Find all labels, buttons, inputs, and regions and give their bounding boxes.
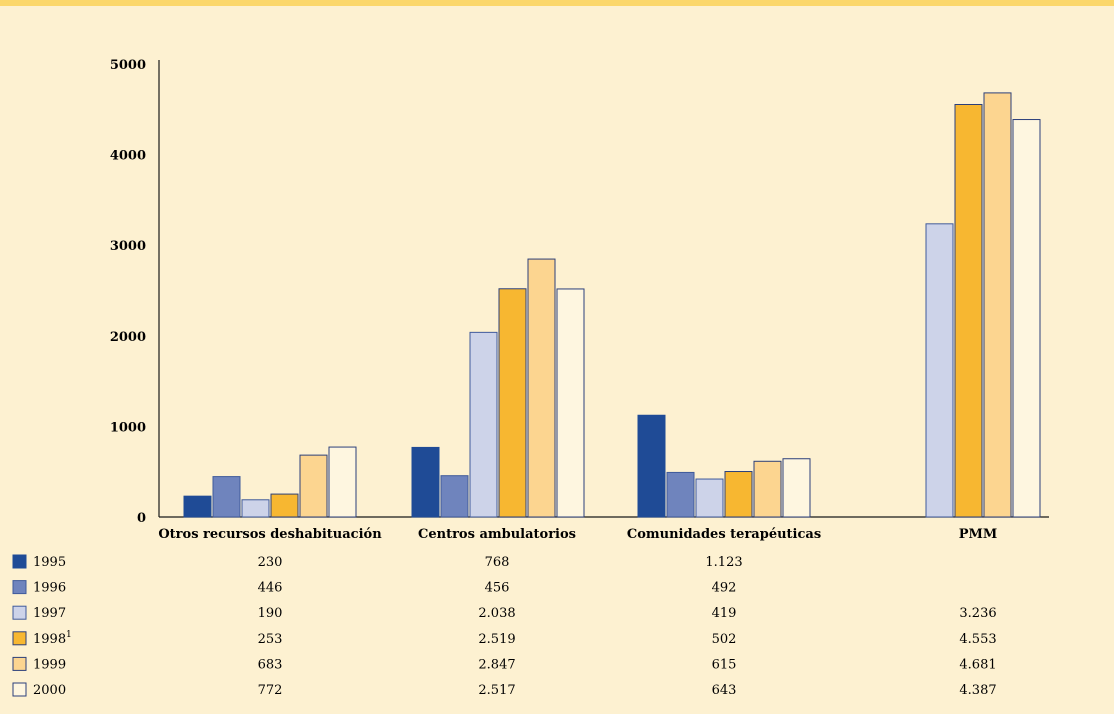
table-cell: 2.038 [478,606,515,621]
category-label: Otros recursos deshabituación [158,527,382,542]
legend-swatch-1998 [12,631,27,646]
legend-swatch-1995 [12,554,27,569]
table-cell: 419 [712,606,737,621]
category-label: PMM [959,527,998,542]
table-cell: 4.387 [959,683,996,698]
bar-1999-0 [299,454,328,518]
table-cell: 456 [485,581,510,596]
bar-1995-0 [183,495,212,518]
bar-1999-2 [753,460,782,518]
bar-2000-0 [328,446,357,518]
category-label: Comunidades terapéuticas [627,527,821,542]
table-cell: 190 [258,606,283,621]
table-cell: 2.519 [478,632,515,647]
y-tick-label: 5000 [110,58,146,73]
legend-label: 1998 [33,632,66,647]
legend-label: 1997 [33,606,66,621]
table-cell: 2.517 [478,683,515,698]
bar-1999-1 [527,258,556,518]
bar-2000-2 [782,458,811,518]
bar-1996-0 [212,476,241,518]
y-tick-label: 4000 [110,149,146,164]
y-tick-label: 1000 [110,420,146,435]
table-cell: 230 [258,555,283,570]
table-cell: 615 [712,657,737,672]
bar-1998-0 [270,493,299,518]
table-cell: 768 [485,555,510,570]
table-cell: 772 [258,683,283,698]
table-cell: 4.681 [959,657,996,672]
legend-label: 2000 [33,683,66,698]
bar-1998-1 [498,288,527,518]
category-label: Centros ambulatorios [418,527,576,542]
legend-label: 1999 [33,657,66,672]
y-tick-label: 3000 [110,239,146,254]
legend-swatch-1997 [12,605,27,620]
bar-1997-2 [695,478,724,518]
table-cell: 683 [258,657,283,672]
table-cell: 446 [258,581,283,596]
top-accent-bar [0,0,1114,6]
bar-1999-3 [983,92,1012,518]
bar-1998-2 [724,471,753,518]
legend-label: 1996 [33,581,66,596]
bar-1995-1 [411,446,440,518]
table-cell: 2.847 [478,657,515,672]
table-cell: 1.123 [705,555,742,570]
bar-1997-3 [925,223,954,518]
table-cell: 4.553 [959,632,996,647]
legend-swatch-2000 [12,682,27,697]
legend-footnote-marker: 1 [66,630,72,640]
table-cell: 253 [258,632,283,647]
bar-2000-1 [556,288,585,518]
table-cell: 643 [712,683,737,698]
legend-label: 1995 [33,555,66,570]
legend-swatch-1999 [12,656,27,671]
bar-2000-3 [1012,119,1041,518]
table-cell: 502 [712,632,737,647]
y-tick-label: 0 [137,511,146,526]
table-cell: 3.236 [959,606,996,621]
bar-1996-2 [666,471,695,518]
bar-1998-3 [954,103,983,518]
bar-1997-1 [469,331,498,518]
bar-1997-0 [241,499,270,518]
bar-1995-2 [637,414,666,518]
legend-swatch-1996 [12,580,27,595]
y-tick-label: 2000 [110,330,146,345]
bar-1996-1 [440,475,469,518]
table-cell: 492 [712,581,737,596]
